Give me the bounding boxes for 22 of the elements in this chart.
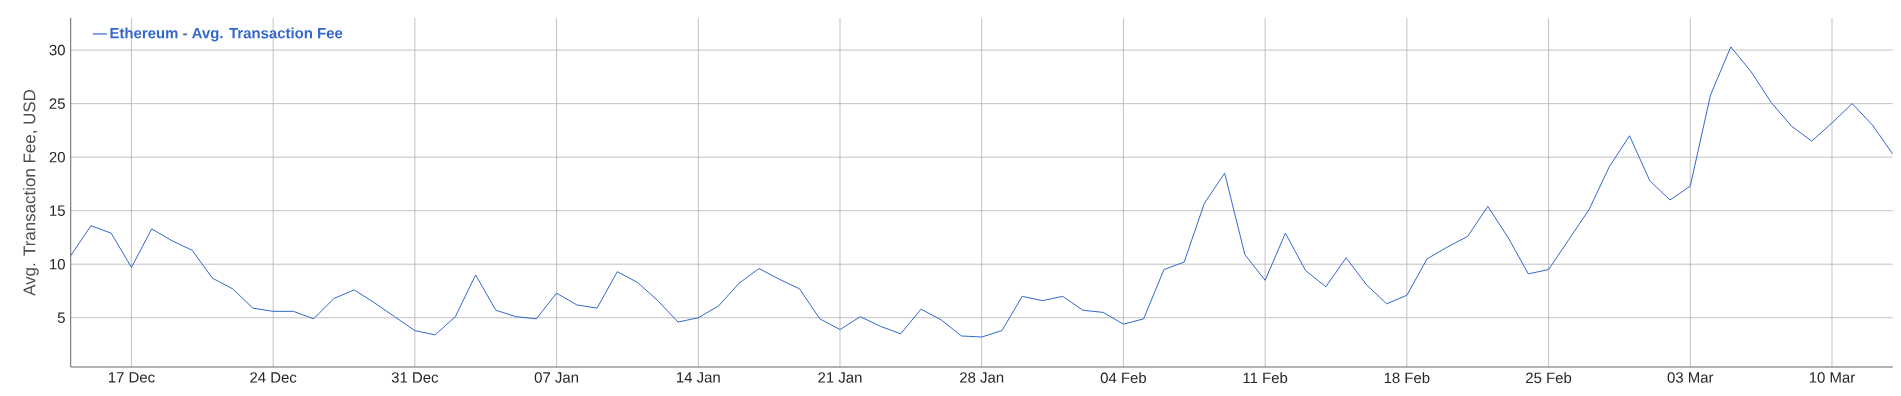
x-tick-label: 31 Dec	[391, 372, 439, 383]
y-tick-label: 15	[50, 205, 65, 216]
legend-label: Ethereum - Avg. Transaction Fee	[110, 27, 343, 42]
y-tick-label: 30	[49, 44, 65, 56]
y-tick-label: 5	[57, 312, 65, 323]
x-tick-label: 18 Feb	[1384, 372, 1430, 384]
x-tick-label: 04 Feb	[1100, 372, 1147, 384]
x-tick-label: 25 Feb	[1526, 372, 1572, 384]
y-axis-title: Avg. Transaction Fee, USD	[22, 89, 39, 296]
y-tick-label: 10	[50, 258, 65, 270]
x-tick-label: 10 Mar	[1809, 372, 1855, 383]
y-tick-label: 25	[49, 98, 65, 109]
y-tick-label: 20	[49, 151, 65, 163]
x-tick-label: 14 Jan	[676, 372, 720, 383]
x-tick-label: 24 Dec	[250, 372, 297, 383]
x-tick-label: 17 Dec	[108, 372, 155, 383]
x-tick-label: 11 Feb	[1243, 372, 1288, 384]
x-tick-label: 21 Jan	[818, 372, 862, 383]
line-series	[70, 46, 1893, 338]
x-tick-label: 03 Mar	[1667, 372, 1714, 383]
x-tick-label: 28 Jan	[960, 372, 1004, 383]
x-tick-label: 07 Jan	[534, 372, 579, 383]
